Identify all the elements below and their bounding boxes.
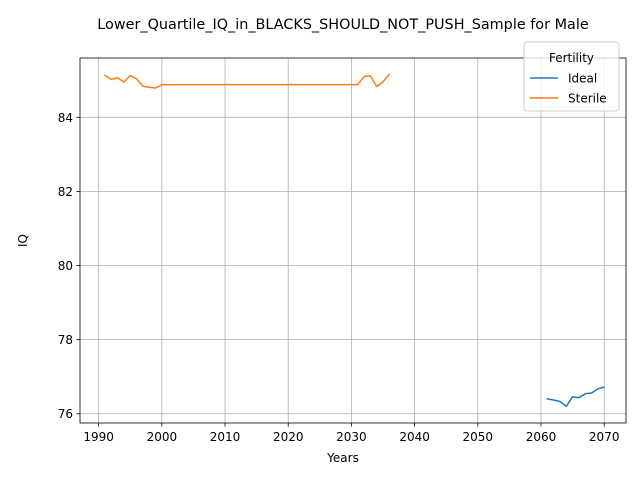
x-tick-label: 2010 bbox=[210, 430, 241, 444]
legend-title: Fertility bbox=[549, 51, 594, 65]
y-tick-label: 84 bbox=[58, 111, 73, 125]
grid bbox=[80, 58, 626, 423]
series-line-sterile bbox=[103, 73, 391, 89]
x-tick-label: 2040 bbox=[399, 430, 430, 444]
y-tick-label: 76 bbox=[58, 407, 73, 421]
y-tick-label: 82 bbox=[58, 185, 73, 199]
y-tick-label: 80 bbox=[58, 259, 73, 273]
y-axis: 76 78 80 82 84 bbox=[58, 111, 80, 421]
plot-frame bbox=[79, 57, 627, 424]
x-tick-label: 2070 bbox=[589, 430, 620, 444]
x-axis: 1990 2000 2010 2020 2030 2040 2050 2060 2070 bbox=[83, 423, 619, 444]
x-tick-label: 2020 bbox=[273, 430, 304, 444]
legend-label-sterile: Sterile bbox=[568, 92, 607, 106]
legend-label-ideal: Ideal bbox=[568, 72, 597, 86]
x-tick-label: 2030 bbox=[336, 430, 367, 444]
y-tick-label: 78 bbox=[58, 333, 73, 347]
y-axis-label: IQ bbox=[16, 234, 30, 247]
series-layer bbox=[103, 73, 606, 408]
legend: Fertility Ideal Sterile bbox=[523, 41, 620, 112]
x-tick-label: 2050 bbox=[463, 430, 494, 444]
chart-title: Lower_Quartile_IQ_in_BLACKS_SHOULD_NOT_P… bbox=[97, 17, 589, 33]
x-tick-label: 2000 bbox=[147, 430, 178, 444]
x-tick-label: 2060 bbox=[526, 430, 557, 444]
x-tick-label: 1990 bbox=[83, 430, 114, 444]
series-line-ideal bbox=[546, 386, 606, 408]
x-axis-label: Years bbox=[326, 451, 359, 465]
legend-frame bbox=[523, 41, 620, 112]
